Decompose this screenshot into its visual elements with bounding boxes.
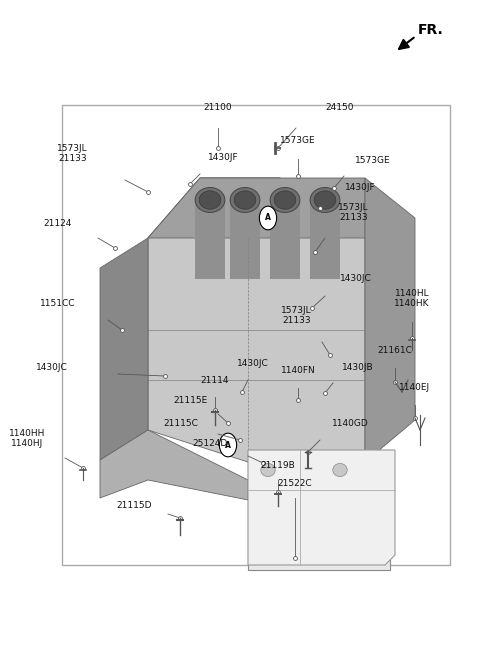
Bar [310, 200, 340, 279]
Polygon shape [148, 178, 365, 238]
Text: 21115C: 21115C [163, 419, 198, 428]
Circle shape [259, 206, 276, 230]
Text: 1573GE: 1573GE [280, 136, 316, 145]
Text: 1573JL
21133: 1573JL 21133 [281, 306, 312, 325]
Ellipse shape [234, 191, 256, 209]
Text: 1573JL
21133: 1573JL 21133 [58, 144, 88, 163]
Text: 1140FN: 1140FN [281, 366, 315, 375]
Bar [195, 200, 225, 279]
Ellipse shape [333, 463, 347, 476]
Text: 21119B: 21119B [261, 461, 295, 470]
Bar [270, 200, 300, 279]
Polygon shape [148, 178, 365, 462]
Text: 1573GE: 1573GE [355, 156, 391, 165]
Ellipse shape [199, 191, 221, 209]
Polygon shape [100, 430, 248, 500]
Text: 25124D: 25124D [193, 439, 228, 448]
Text: 1430JC: 1430JC [340, 274, 372, 283]
Text: 21114: 21114 [201, 376, 229, 385]
Polygon shape [100, 238, 148, 460]
Text: 1140GD: 1140GD [332, 419, 369, 428]
Polygon shape [148, 178, 365, 238]
Ellipse shape [314, 191, 336, 209]
Text: 1151CC: 1151CC [39, 299, 75, 308]
Text: A: A [265, 213, 271, 222]
Text: 1430JB: 1430JB [342, 363, 373, 372]
Bar [62, 105, 450, 565]
Text: 1430JC: 1430JC [237, 359, 269, 368]
Text: 21115D: 21115D [117, 501, 152, 510]
Text: 1140EJ: 1140EJ [399, 383, 431, 392]
Text: 21522C: 21522C [278, 479, 312, 488]
Text: 21100: 21100 [204, 103, 232, 112]
Text: A: A [225, 440, 231, 449]
Bar [230, 200, 260, 279]
Ellipse shape [310, 188, 340, 213]
Text: 1140HL
1140HK: 1140HL 1140HK [394, 289, 430, 308]
Ellipse shape [230, 188, 260, 213]
Text: 21161C: 21161C [378, 346, 412, 355]
Ellipse shape [270, 188, 300, 213]
Text: 1430JF: 1430JF [345, 183, 376, 192]
Text: 1573JL
21133: 1573JL 21133 [338, 203, 369, 222]
Text: 24150: 24150 [325, 103, 353, 112]
Ellipse shape [261, 463, 275, 476]
Ellipse shape [274, 191, 296, 209]
Text: 1430JC: 1430JC [36, 363, 68, 372]
Text: 21124: 21124 [44, 219, 72, 228]
Text: 21115E: 21115E [174, 396, 208, 405]
Ellipse shape [195, 188, 225, 213]
Text: 1140HH
1140HJ: 1140HH 1140HJ [9, 429, 45, 448]
Polygon shape [365, 178, 415, 462]
Text: 1430JF: 1430JF [208, 153, 239, 162]
Circle shape [219, 433, 237, 457]
Polygon shape [248, 450, 395, 565]
FancyBboxPatch shape [248, 450, 390, 570]
Text: FR.: FR. [418, 23, 444, 37]
